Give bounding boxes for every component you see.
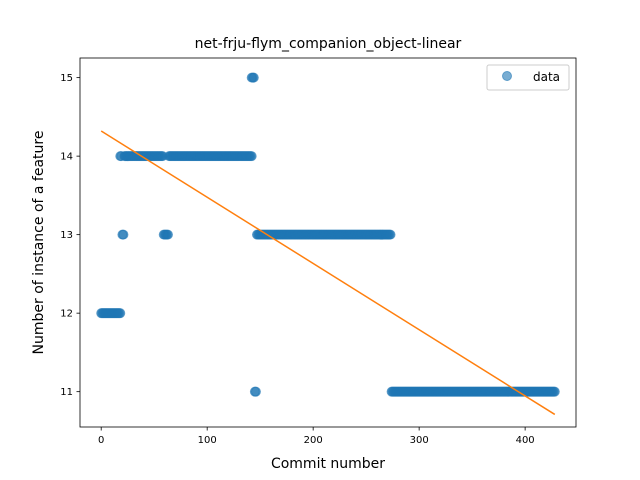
x-tick-label: 200 (304, 435, 323, 446)
data-point (246, 151, 257, 162)
data-point (549, 386, 560, 397)
legend: data (486, 64, 570, 91)
y-axis-label: Number of instance of a feature (31, 131, 47, 355)
x-tick-label: 100 (198, 435, 217, 446)
plot-area (79, 57, 577, 428)
trend-lines (100, 130, 556, 416)
data-point (118, 229, 129, 240)
fit-line (100, 130, 556, 416)
x-axis-label: Commit number (271, 456, 385, 472)
y-tick-label: 13 (60, 230, 73, 241)
x-tick-label: 0 (98, 435, 104, 446)
data-point (385, 229, 396, 240)
y-tick-label: 14 (60, 152, 73, 163)
y-tick-label: 15 (60, 73, 73, 84)
data-point (115, 308, 126, 319)
scatter-points (96, 72, 560, 397)
y-tick-label: 12 (60, 309, 73, 320)
x-tick-label: 300 (410, 435, 429, 446)
x-axis-ticks: 0 100 200 300 400 (98, 427, 535, 446)
data-point (250, 386, 261, 397)
axes-frame (79, 57, 577, 428)
legend-label-data: data (533, 70, 560, 84)
y-axis-ticks: 11 12 13 14 15 (60, 73, 80, 398)
data-point (162, 229, 173, 240)
y-tick-label: 11 (60, 387, 73, 398)
chart-title: net-frju-flym_companion_object-linear (195, 36, 462, 52)
data-point (248, 72, 259, 83)
x-tick-label: 400 (516, 435, 535, 446)
legend-marker-data (502, 71, 512, 81)
